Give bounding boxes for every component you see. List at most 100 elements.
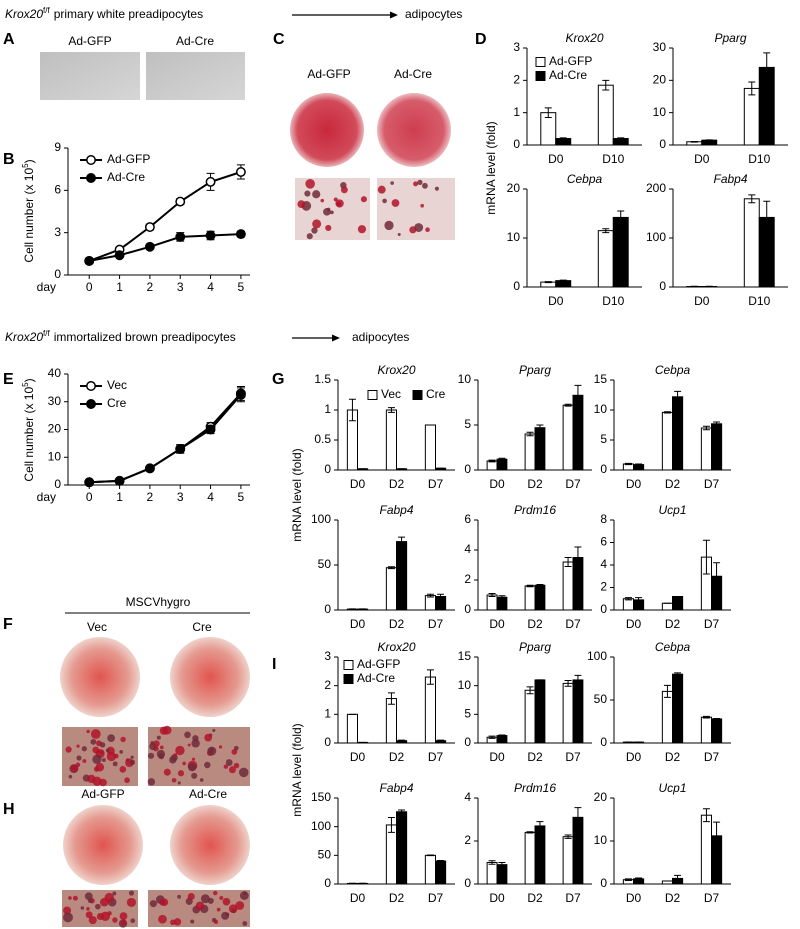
bar — [385, 409, 397, 471]
y-tick-label: 1 — [324, 707, 331, 721]
x-tick-label: 4 — [207, 490, 214, 504]
error-bar — [624, 462, 632, 466]
y-axis-label-text: Cell number (x 10 — [22, 387, 36, 482]
stain-spot — [228, 766, 236, 774]
error-bar — [398, 809, 406, 814]
stain-spot — [147, 752, 155, 759]
y-axis-label-sup: 5 — [21, 163, 30, 168]
stain-spot — [239, 891, 249, 900]
bar — [486, 594, 498, 611]
y-tick-label: 4 — [464, 790, 471, 804]
error-bar — [526, 686, 534, 695]
error-bar — [574, 674, 582, 686]
error-bar — [763, 200, 771, 235]
y-tick-label: 2 — [600, 580, 607, 594]
x-tick-label: D0 — [626, 617, 642, 631]
stain-spot — [238, 767, 249, 778]
panel-label: H — [3, 801, 15, 818]
stain-spot — [413, 181, 419, 187]
error-bar — [488, 735, 496, 739]
y-tick-label: 50 — [594, 692, 608, 706]
y-axis-label: mRNA level (fold) — [290, 448, 304, 541]
x-tick-label: D7 — [704, 891, 720, 905]
legend-marker — [86, 381, 96, 391]
bar — [524, 433, 536, 471]
y-tick-label: 6 — [464, 512, 471, 526]
y-axis-label: Cell number (x 105) — [21, 159, 37, 262]
stain-spot — [422, 182, 428, 189]
error-bar — [748, 194, 756, 204]
y-tick-label: 1 — [324, 402, 331, 416]
y-tick-label: 0 — [600, 735, 607, 749]
stain-spot — [80, 906, 85, 910]
bar — [622, 598, 634, 611]
bar — [496, 735, 508, 744]
y-tick-label: 10 — [458, 372, 472, 386]
y-tick-label: 0 — [324, 735, 331, 749]
stain-spot — [106, 746, 115, 755]
y-tick-label: 4 — [600, 557, 607, 571]
x-tick-label: D0 — [548, 152, 564, 166]
y-tick-label: 10 — [458, 678, 472, 692]
bar — [700, 814, 712, 885]
bar — [562, 404, 574, 471]
x-tick-label: D2 — [527, 750, 543, 764]
error-bar — [536, 821, 544, 831]
error-bar — [426, 593, 434, 598]
bar — [524, 585, 536, 611]
stain-spot — [87, 774, 96, 784]
y-tick-label: 5 — [600, 432, 607, 446]
error-bar — [359, 608, 367, 610]
legend-label: Vec — [381, 387, 401, 401]
x-tick-label: D7 — [704, 477, 720, 491]
y-axis-label: Cell number (x 105) — [21, 378, 37, 481]
header-superscript: f/f — [43, 329, 50, 338]
y-tick-label: 3 — [324, 649, 331, 663]
y-tick-label: 50 — [318, 848, 332, 862]
bar — [672, 673, 684, 744]
stain-spot — [191, 739, 200, 748]
x-tick-label: D0 — [626, 477, 642, 491]
bar — [562, 682, 574, 744]
error-bar — [437, 739, 445, 742]
stain-spot — [231, 749, 238, 755]
error-bar — [426, 669, 434, 685]
stain-spot — [124, 777, 130, 784]
error-bar — [559, 279, 567, 282]
y-axis-label-text: mRNA level (fold) — [290, 448, 304, 541]
x-tick-label: 3 — [177, 280, 184, 294]
error-bar — [398, 536, 406, 547]
stain-spot — [120, 736, 126, 743]
error-bar — [387, 692, 395, 705]
stain-spot — [222, 897, 231, 906]
stain-spot — [130, 918, 136, 923]
bar — [700, 716, 712, 744]
y-tick-label: 20 — [48, 422, 62, 436]
chart-title: Krox20 — [377, 363, 415, 377]
data-point — [84, 477, 95, 488]
panel-label: G — [272, 371, 284, 388]
data-point — [205, 424, 216, 435]
data-point — [205, 176, 216, 187]
stain-spot — [92, 754, 102, 764]
bar — [700, 427, 712, 471]
y-tick-label: 2 — [464, 572, 471, 586]
x-tick-label: D2 — [389, 617, 405, 631]
y-tick-label: 0 — [324, 602, 331, 616]
x-tick-label: D7 — [428, 477, 444, 491]
header-superscript: f/f — [43, 6, 50, 15]
legend-marker — [86, 399, 96, 409]
header-gene: Krox20 — [5, 7, 43, 21]
stain-spot — [119, 766, 127, 773]
error-bar — [602, 79, 610, 91]
bar — [524, 689, 536, 744]
y-tick-label: 0 — [464, 462, 471, 476]
data-point — [144, 463, 155, 474]
stain-spot — [65, 746, 72, 753]
bar — [385, 567, 397, 611]
error-bar — [702, 715, 710, 719]
stain-spot — [153, 740, 160, 747]
y-tick-label: 0 — [324, 876, 331, 890]
error-bar — [564, 403, 572, 407]
